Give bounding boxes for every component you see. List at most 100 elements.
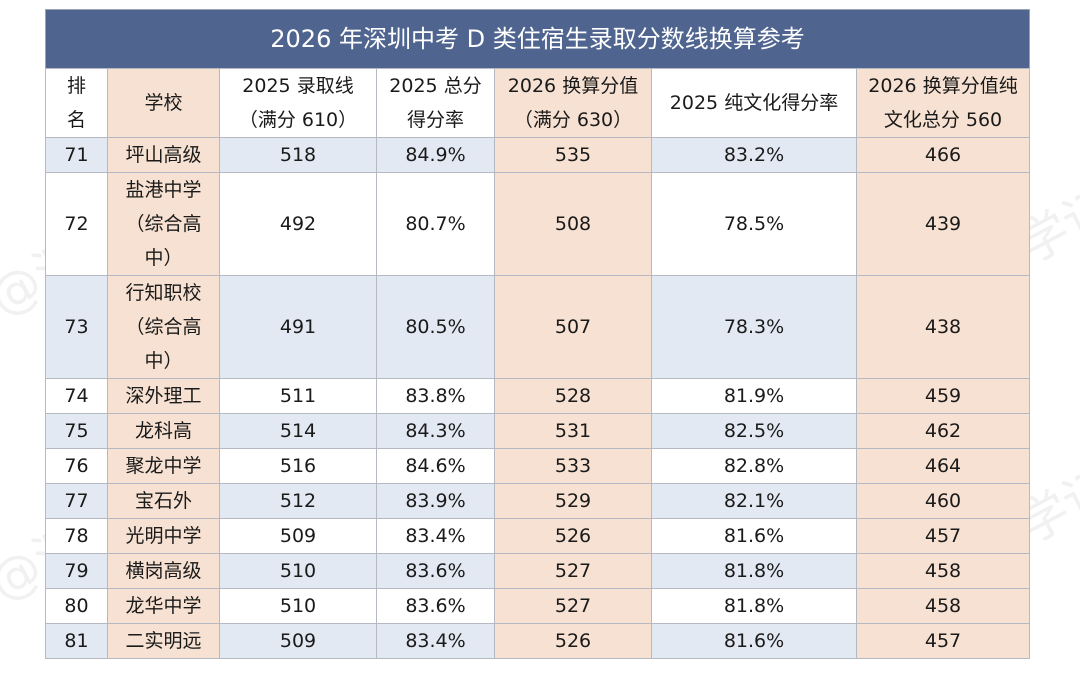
cell-rank: 77	[45, 483, 108, 519]
table-row: 81 二实明远 509 83.4% 526 81.6% 457	[45, 623, 1030, 659]
cell-school: 行知职校（综合高中）	[107, 275, 220, 379]
cell-culture-converted-2026: 438	[856, 275, 1030, 379]
cell-school: 盐港中学（综合高中）	[107, 172, 220, 276]
cell-rank: 79	[45, 553, 108, 589]
cell-culture-rate-2025: 81.8%	[651, 553, 857, 589]
table-row: 71 坪山高级 518 84.9% 535 83.2% 466	[45, 137, 1030, 173]
cell-converted-2026: 528	[494, 378, 652, 414]
cell-line-2025: 516	[219, 448, 377, 484]
cell-culture-rate-2025: 78.5%	[651, 172, 857, 276]
cell-rate-2025: 83.9%	[376, 483, 495, 519]
cell-culture-rate-2025: 78.3%	[651, 275, 857, 379]
header-row: 排名 学校 2025 录取线（满分 610） 2025 总分得分率 2026 换…	[45, 68, 1030, 138]
cell-school: 聚龙中学	[107, 448, 220, 484]
cell-culture-converted-2026: 462	[856, 413, 1030, 449]
table-row: 77 宝石外 512 83.9% 529 82.1% 460	[45, 483, 1030, 519]
header-rate-2025: 2025 总分得分率	[376, 68, 495, 138]
cell-line-2025: 510	[219, 588, 377, 624]
cell-converted-2026: 507	[494, 275, 652, 379]
cell-school: 横岗高级	[107, 553, 220, 589]
cell-converted-2026: 527	[494, 553, 652, 589]
table-title: 2026 年深圳中考 D 类住宿生录取分数线换算参考	[45, 9, 1030, 68]
cell-school: 龙华中学	[107, 588, 220, 624]
cell-rate-2025: 83.8%	[376, 378, 495, 414]
cell-school: 深外理工	[107, 378, 220, 414]
cell-culture-rate-2025: 82.1%	[651, 483, 857, 519]
header-rank: 排名	[45, 68, 108, 138]
cell-rank: 74	[45, 378, 108, 414]
cell-rank: 76	[45, 448, 108, 484]
cell-culture-converted-2026: 457	[856, 623, 1030, 659]
score-table: 2026 年深圳中考 D 类住宿生录取分数线换算参考 排名 学校 2025 录取…	[45, 9, 1030, 659]
cell-rate-2025: 84.3%	[376, 413, 495, 449]
cell-line-2025: 518	[219, 137, 377, 173]
cell-culture-converted-2026: 458	[856, 553, 1030, 589]
cell-converted-2026: 526	[494, 623, 652, 659]
cell-school: 龙科高	[107, 413, 220, 449]
cell-culture-converted-2026: 464	[856, 448, 1030, 484]
cell-culture-rate-2025: 81.6%	[651, 518, 857, 554]
table-row: 74 深外理工 511 83.8% 528 81.9% 459	[45, 378, 1030, 414]
cell-school: 二实明远	[107, 623, 220, 659]
table-row: 79 横岗高级 510 83.6% 527 81.8% 458	[45, 553, 1030, 589]
cell-converted-2026: 535	[494, 137, 652, 173]
header-culture-converted-2026: 2026 换算分值纯文化总分 560	[856, 68, 1030, 138]
cell-culture-rate-2025: 81.6%	[651, 623, 857, 659]
header-converted-2026: 2026 换算分值（满分 630）	[494, 68, 652, 138]
cell-rate-2025: 83.4%	[376, 518, 495, 554]
cell-converted-2026: 527	[494, 588, 652, 624]
cell-culture-converted-2026: 439	[856, 172, 1030, 276]
cell-line-2025: 512	[219, 483, 377, 519]
header-school: 学校	[107, 68, 220, 138]
cell-line-2025: 509	[219, 518, 377, 554]
table-row: 80 龙华中学 510 83.6% 527 81.8% 458	[45, 588, 1030, 624]
cell-culture-rate-2025: 81.8%	[651, 588, 857, 624]
cell-school: 宝石外	[107, 483, 220, 519]
header-culture-rate-2025: 2025 纯文化得分率	[651, 68, 857, 138]
table-row: 72 盐港中学（综合高中） 492 80.7% 508 78.5% 439	[45, 172, 1030, 276]
cell-culture-converted-2026: 459	[856, 378, 1030, 414]
cell-culture-converted-2026: 460	[856, 483, 1030, 519]
cell-rate-2025: 83.6%	[376, 588, 495, 624]
score-table-wrapper: 2026 年深圳中考 D 类住宿生录取分数线换算参考 排名 学校 2025 录取…	[45, 9, 1030, 659]
cell-rank: 81	[45, 623, 108, 659]
cell-line-2025: 510	[219, 553, 377, 589]
table-row: 73 行知职校（综合高中） 491 80.5% 507 78.3% 438	[45, 275, 1030, 379]
cell-culture-rate-2025: 82.8%	[651, 448, 857, 484]
cell-rank: 80	[45, 588, 108, 624]
cell-converted-2026: 526	[494, 518, 652, 554]
cell-line-2025: 492	[219, 172, 377, 276]
cell-rate-2025: 80.7%	[376, 172, 495, 276]
cell-line-2025: 514	[219, 413, 377, 449]
header-line-2025: 2025 录取线（满分 610）	[219, 68, 377, 138]
cell-school: 光明中学	[107, 518, 220, 554]
cell-culture-converted-2026: 466	[856, 137, 1030, 173]
cell-culture-converted-2026: 457	[856, 518, 1030, 554]
cell-rank: 73	[45, 275, 108, 379]
cell-school: 坪山高级	[107, 137, 220, 173]
cell-rank: 71	[45, 137, 108, 173]
cell-rank: 78	[45, 518, 108, 554]
cell-rate-2025: 84.9%	[376, 137, 495, 173]
cell-converted-2026: 533	[494, 448, 652, 484]
cell-culture-converted-2026: 458	[856, 588, 1030, 624]
cell-culture-rate-2025: 82.5%	[651, 413, 857, 449]
cell-converted-2026: 508	[494, 172, 652, 276]
cell-culture-rate-2025: 83.2%	[651, 137, 857, 173]
cell-rate-2025: 83.6%	[376, 553, 495, 589]
cell-culture-rate-2025: 81.9%	[651, 378, 857, 414]
table-row: 76 聚龙中学 516 84.6% 533 82.8% 464	[45, 448, 1030, 484]
cell-line-2025: 511	[219, 378, 377, 414]
cell-rate-2025: 80.5%	[376, 275, 495, 379]
cell-rate-2025: 83.4%	[376, 623, 495, 659]
cell-rank: 75	[45, 413, 108, 449]
cell-converted-2026: 529	[494, 483, 652, 519]
cell-rate-2025: 84.6%	[376, 448, 495, 484]
table-row: 75 龙科高 514 84.3% 531 82.5% 462	[45, 413, 1030, 449]
cell-rank: 72	[45, 172, 108, 276]
table-row: 78 光明中学 509 83.4% 526 81.6% 457	[45, 518, 1030, 554]
cell-line-2025: 509	[219, 623, 377, 659]
cell-line-2025: 491	[219, 275, 377, 379]
cell-converted-2026: 531	[494, 413, 652, 449]
